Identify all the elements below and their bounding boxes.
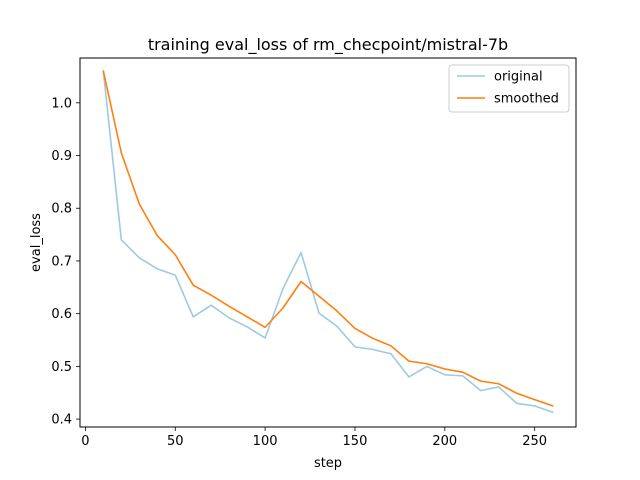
legend-label-original: original — [494, 70, 543, 85]
y-tick-label: 0.8 — [51, 202, 72, 217]
y-tick-label: 0.6 — [51, 307, 72, 322]
y-tick-label: 0.9 — [51, 149, 72, 164]
legend-label-smoothed: smoothed — [494, 92, 559, 107]
legend: original smoothed — [448, 64, 570, 113]
plot-area — [102, 70, 554, 414]
y-tick-label: 0.5 — [51, 360, 72, 375]
y-axis-title: eval_loss — [29, 213, 44, 272]
axis-ticks: 0 50 100 150 200 250 0.4 0.5 0.6 0.7 0.8 0.9 1.0 — [51, 96, 547, 449]
plot-frame — [79, 57, 577, 428]
x-tick-label: 100 — [253, 434, 278, 449]
x-tick-label: 50 — [167, 434, 184, 449]
x-axis-title: step — [314, 456, 342, 471]
y-tick-label: 1.0 — [51, 96, 72, 111]
x-tick-label: 0 — [81, 434, 89, 449]
x-tick-label: 250 — [522, 434, 547, 449]
x-tick-label: 150 — [343, 434, 368, 449]
chart-title: training eval_loss of rm_checpoint/mistr… — [148, 35, 508, 55]
series-line-smoothed — [102, 70, 554, 407]
series-line-original — [102, 70, 554, 414]
y-tick-label: 0.7 — [51, 254, 72, 269]
x-tick-label: 200 — [432, 434, 457, 449]
y-tick-label: 0.4 — [51, 413, 72, 428]
